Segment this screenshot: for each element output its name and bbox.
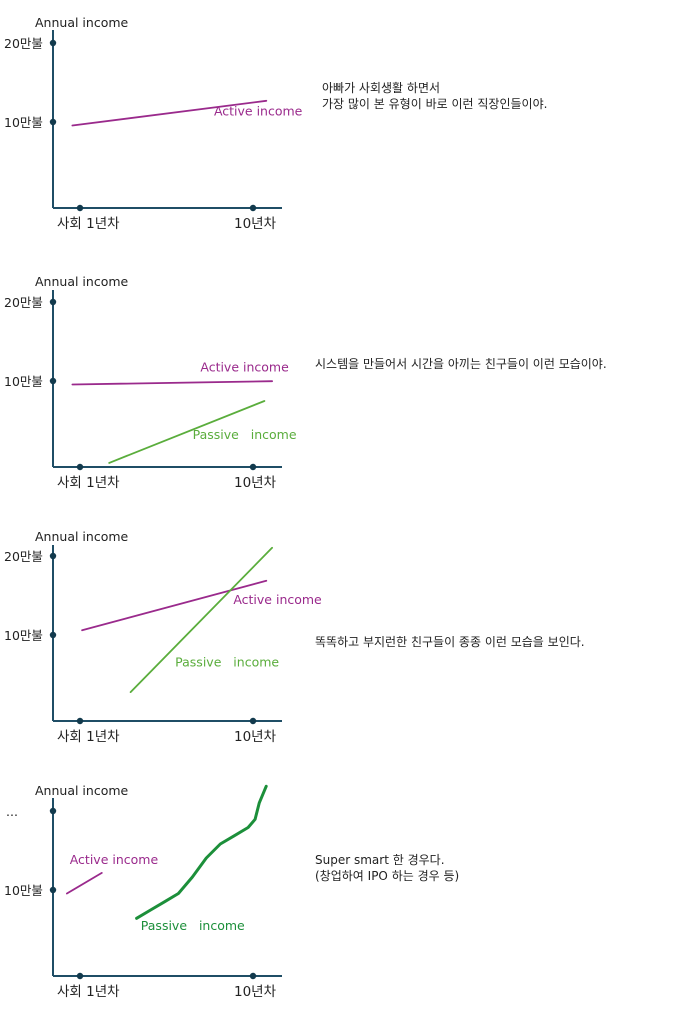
y-tick-mid-dot: [49, 377, 57, 385]
x-tick-left-dot: [76, 463, 84, 471]
x-tick-right-dot: [249, 972, 257, 980]
x-tick-label-right: 10년차: [234, 475, 277, 491]
series-line-active: [71, 99, 268, 127]
caption-line-2: (창업하여 IPO 하는 경우 등): [315, 869, 459, 883]
series-line-passive: [135, 784, 268, 920]
x-tick-label-right: 10년차: [234, 729, 277, 745]
x-tick-label-right: 10년차: [234, 216, 277, 232]
series-line-passive: [108, 400, 266, 464]
series-line-active: [81, 579, 268, 632]
x-tick-left-dot: [76, 204, 84, 212]
caption-line-1: Super smart 한 경우다.: [315, 853, 445, 867]
x-tick-label-left: 사회 1년차: [57, 984, 120, 1000]
y-axis-label: Annual income: [35, 529, 129, 544]
x-tick-right-dot: [249, 204, 257, 212]
caption-line-1: 아빠가 사회생활 하면서: [322, 81, 440, 95]
series-label-passive: Passive income: [193, 427, 297, 442]
series-label-passive: Passive income: [141, 918, 245, 933]
x-tick-left-dot: [76, 717, 84, 725]
y-tick-label-mid: 10만불: [4, 115, 43, 130]
series-label-active: Active income: [233, 592, 322, 607]
y-axis-label: Annual income: [35, 274, 129, 289]
y-tick-label-mid: 10만불: [4, 883, 43, 898]
y-tick-top-dot: [49, 39, 57, 47]
x-tick-right-dot: [249, 717, 257, 725]
y-tick-top-dot: [49, 807, 57, 815]
x-tick-right-dot: [249, 463, 257, 471]
series-label-active: Active income: [214, 104, 303, 119]
y-tick-mid-dot: [49, 886, 57, 894]
caption-line-1: 시스템을 만들어서 시간을 아끼는 친구들이 이런 모습이야.: [315, 357, 607, 371]
y-tick-mid-dot: [49, 631, 57, 639]
series-line-passive: [129, 546, 274, 693]
x-tick-label-left: 사회 1년차: [57, 475, 120, 491]
y-tick-top-dot: [49, 552, 57, 560]
y-tick-mid-dot: [49, 118, 57, 126]
y-axis-label: Annual income: [35, 15, 129, 30]
series-label-passive: Passive income: [175, 655, 279, 670]
caption-line-2: 가장 많이 본 유형이 바로 이런 직장인들이야.: [322, 97, 547, 111]
series-label-active: Active income: [200, 359, 289, 374]
x-tick-left-dot: [76, 972, 84, 980]
x-tick-label-left: 사회 1년차: [57, 729, 120, 745]
y-tick-label-mid: 10만불: [4, 628, 43, 643]
x-tick-label-left: 사회 1년차: [57, 216, 120, 232]
series-line-active: [71, 380, 274, 386]
x-tick-label-right: 10년차: [234, 984, 277, 1000]
caption-line-1: 똑똑하고 부지런한 친구들이 종종 이런 모습을 보인다.: [315, 635, 585, 649]
y-tick-label-top: 20만불: [4, 295, 43, 310]
y-tick-label-top: 20만불: [4, 549, 43, 564]
y-tick-label-top: 20만불: [4, 36, 43, 51]
y-tick-label-mid: 10만불: [4, 374, 43, 389]
y-tick-label-top: ...: [6, 804, 18, 819]
series-label-active: Active income: [70, 852, 159, 867]
y-tick-top-dot: [49, 298, 57, 306]
y-axis-label: Annual income: [35, 783, 129, 798]
series-line-active: [66, 872, 103, 895]
